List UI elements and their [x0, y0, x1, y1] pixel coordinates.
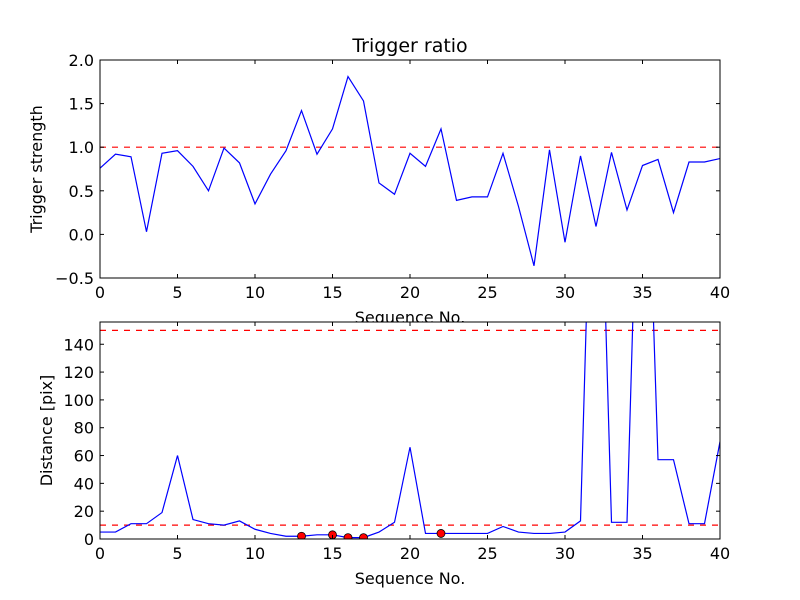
plot-content	[100, 75, 720, 266]
x-tick-label: 35	[632, 283, 652, 302]
y-tick-label: 1.5	[69, 95, 94, 114]
y-tick-label: 0.0	[69, 225, 94, 244]
series-line	[100, 75, 720, 266]
x-tick-label: 10	[245, 544, 265, 563]
y-tick-label: 2.0	[69, 51, 94, 70]
x-tick-label: 25	[477, 283, 497, 302]
y-axis-label: Distance [pix]	[37, 375, 56, 487]
x-tick-label: 0	[95, 544, 105, 563]
y-tick-label: 20	[74, 502, 94, 521]
x-tick-label: 20	[400, 544, 420, 563]
highlight-point	[343, 533, 353, 539]
series-line	[100, 322, 720, 539]
plot-area	[100, 322, 720, 539]
y-tick-label: 0.5	[69, 182, 94, 201]
chart-title: Trigger ratio	[351, 35, 467, 57]
y-tick-label: 100	[63, 391, 94, 410]
chart-trigger-ratio: 0 5 10 15 20 25 30 35 40−0.50.00.51.01.52.0Seque…	[27, 35, 730, 327]
x-tick-label: 15	[322, 544, 342, 563]
x-tick-label: 35	[632, 544, 652, 563]
x-axis-label: Sequence No.	[355, 569, 466, 588]
x-tick-label: 40	[710, 283, 730, 302]
highlight-point	[297, 531, 306, 539]
y-tick-label: 80	[74, 419, 94, 438]
highlight-point	[436, 529, 446, 538]
x-tick-label: 5	[172, 283, 182, 302]
chart-distance: 0 5 10 15 20 25 30 35 40 0 20 40 60 80 100 120 140 Sequen…	[37, 321, 730, 588]
x-tick-label: 30	[555, 544, 575, 563]
plot-content	[100, 322, 720, 539]
y-axis-label: Trigger strength	[27, 105, 46, 234]
highlight-point	[359, 533, 368, 539]
x-tick-label: 20	[400, 283, 420, 302]
y-tick-label: 0	[84, 530, 94, 549]
y-tick-label: 140	[63, 335, 94, 354]
x-tick-label: 15	[322, 283, 342, 302]
x-tick-label: 30	[555, 283, 575, 302]
x-tick-label: 10	[245, 283, 265, 302]
y-tick-label: 1.0	[69, 138, 94, 157]
y-tick-label: 60	[74, 447, 94, 466]
y-tick-label: 120	[63, 363, 94, 382]
plot-area	[100, 60, 720, 278]
y-tick-label: −0.5	[55, 269, 94, 288]
x-tick-label: 0	[95, 283, 105, 302]
x-tick-label: 40	[710, 544, 730, 563]
x-tick-label: 5	[172, 544, 182, 563]
x-tick-label: 25	[477, 544, 497, 563]
y-tick-label: 40	[74, 474, 94, 493]
